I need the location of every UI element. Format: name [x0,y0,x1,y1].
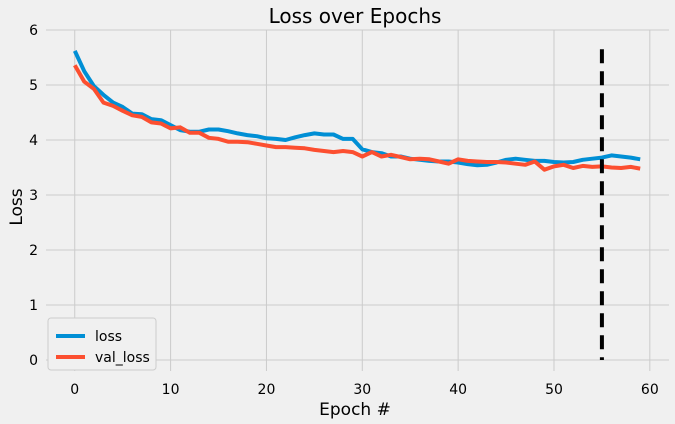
y-axis-label: Loss [7,188,27,225]
series-lines [72,50,641,172]
y-tick-label: 5 [29,78,38,94]
x-tick-labels: 0 10 20 30 40 50 60 [70,382,658,398]
y-tick-label: 0 [29,353,38,369]
x-tick-label: 60 [641,382,659,398]
series-line-loss [72,50,641,168]
y-tick-labels: 0 1 2 3 4 5 6 [29,23,38,369]
x-tick-label: 20 [258,382,276,398]
y-tick-label: 2 [29,243,38,259]
y-tick-label: 6 [29,23,38,39]
y-tick-label: 4 [29,133,38,149]
legend: loss val_loss [47,317,157,371]
x-axis-label: Epoch # [319,400,391,420]
x-tick-label: 0 [70,382,79,398]
chart-title: Loss over Epochs [269,4,442,28]
legend-label-loss: loss [95,329,122,345]
x-tick-label: 30 [353,382,371,398]
y-tick-label: 1 [29,298,38,314]
y-tick-label: 3 [29,188,38,204]
legend-label-val-loss: val_loss [95,350,150,366]
x-tick-label: 50 [545,382,563,398]
x-tick-label: 40 [449,382,467,398]
series-line-val-loss [73,64,641,172]
x-tick-label: 10 [162,382,180,398]
